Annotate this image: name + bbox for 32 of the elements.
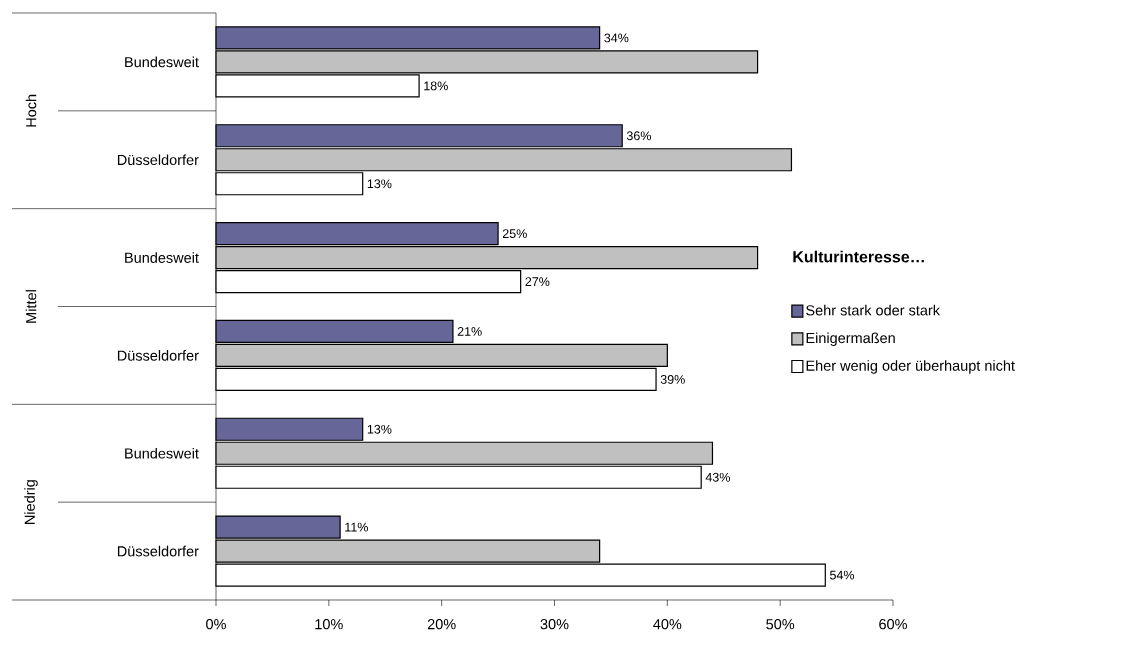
data-label: 36% [626,131,651,141]
y-tick-label: Düsseldorfer [117,154,199,166]
data-label: 39% [660,374,685,384]
data-label: 54% [830,570,855,580]
x-tick-label: 20% [427,619,456,630]
y-tick-label: Bundesweit [125,56,199,68]
text: Niedrig [24,480,38,524]
data-label: 43% [705,472,730,482]
x-tick-label: 50% [766,619,795,630]
legend-label: Eher wenig oder überhaupt nicht [806,360,1015,374]
data-label: 13% [367,179,392,189]
x-tick-label: 10% [315,619,343,630]
x-tick-label: 40% [653,619,682,630]
legend-title: Kulturinteresse… [793,250,924,263]
data-label: 21% [457,327,482,336]
y-tick-label: Düsseldorfer [117,545,199,557]
data-label: 27% [525,277,550,286]
y-tick-label: Bundesweit [125,252,199,263]
data-label: 13% [367,424,392,434]
legend-label: Einigermaßen [806,332,895,347]
data-label: 34% [604,33,629,43]
x-tick-label: 60% [879,619,907,630]
data-label: 11% [345,522,368,532]
y-tick-label: Bundesweit [125,447,199,459]
text: Hoch [25,94,37,127]
data-label: 18% [424,81,448,91]
x-tick-label: 30% [540,619,569,630]
data-label: 25% [502,229,527,239]
y-tick-label: Düsseldorfer [117,350,199,361]
legend-label: Sehr stark oder stark [806,304,941,316]
text: Mittel [25,290,37,323]
x-tick-label: 0% [206,619,226,630]
